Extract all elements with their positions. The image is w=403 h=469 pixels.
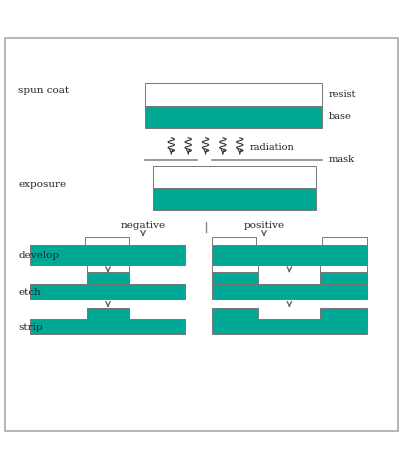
- Bar: [212, 308, 258, 319]
- Bar: [212, 245, 367, 265]
- Bar: [87, 272, 129, 284]
- Text: base: base: [328, 112, 351, 121]
- Text: etch: etch: [18, 287, 41, 296]
- Bar: [153, 188, 316, 210]
- Text: strip: strip: [18, 323, 43, 332]
- Bar: [212, 236, 256, 245]
- Text: negative: negative: [120, 221, 166, 230]
- Bar: [320, 265, 367, 272]
- Bar: [87, 265, 129, 272]
- Bar: [212, 272, 258, 284]
- Text: radiation: radiation: [250, 144, 295, 152]
- Text: resist: resist: [328, 90, 356, 99]
- Bar: [30, 245, 185, 265]
- Bar: [85, 236, 129, 245]
- Bar: [322, 236, 367, 245]
- Bar: [153, 166, 316, 188]
- Bar: [145, 83, 322, 106]
- Bar: [320, 308, 367, 319]
- Text: exposure: exposure: [18, 180, 66, 189]
- Bar: [212, 284, 367, 299]
- Text: spun coat: spun coat: [18, 86, 69, 95]
- Bar: [320, 272, 367, 284]
- Bar: [30, 319, 185, 334]
- Bar: [30, 284, 185, 299]
- Bar: [212, 265, 258, 272]
- Bar: [87, 308, 129, 319]
- Text: mask: mask: [328, 155, 355, 165]
- Text: develop: develop: [18, 251, 59, 260]
- Bar: [145, 106, 322, 128]
- Text: positive: positive: [243, 221, 285, 230]
- Bar: [212, 319, 367, 334]
